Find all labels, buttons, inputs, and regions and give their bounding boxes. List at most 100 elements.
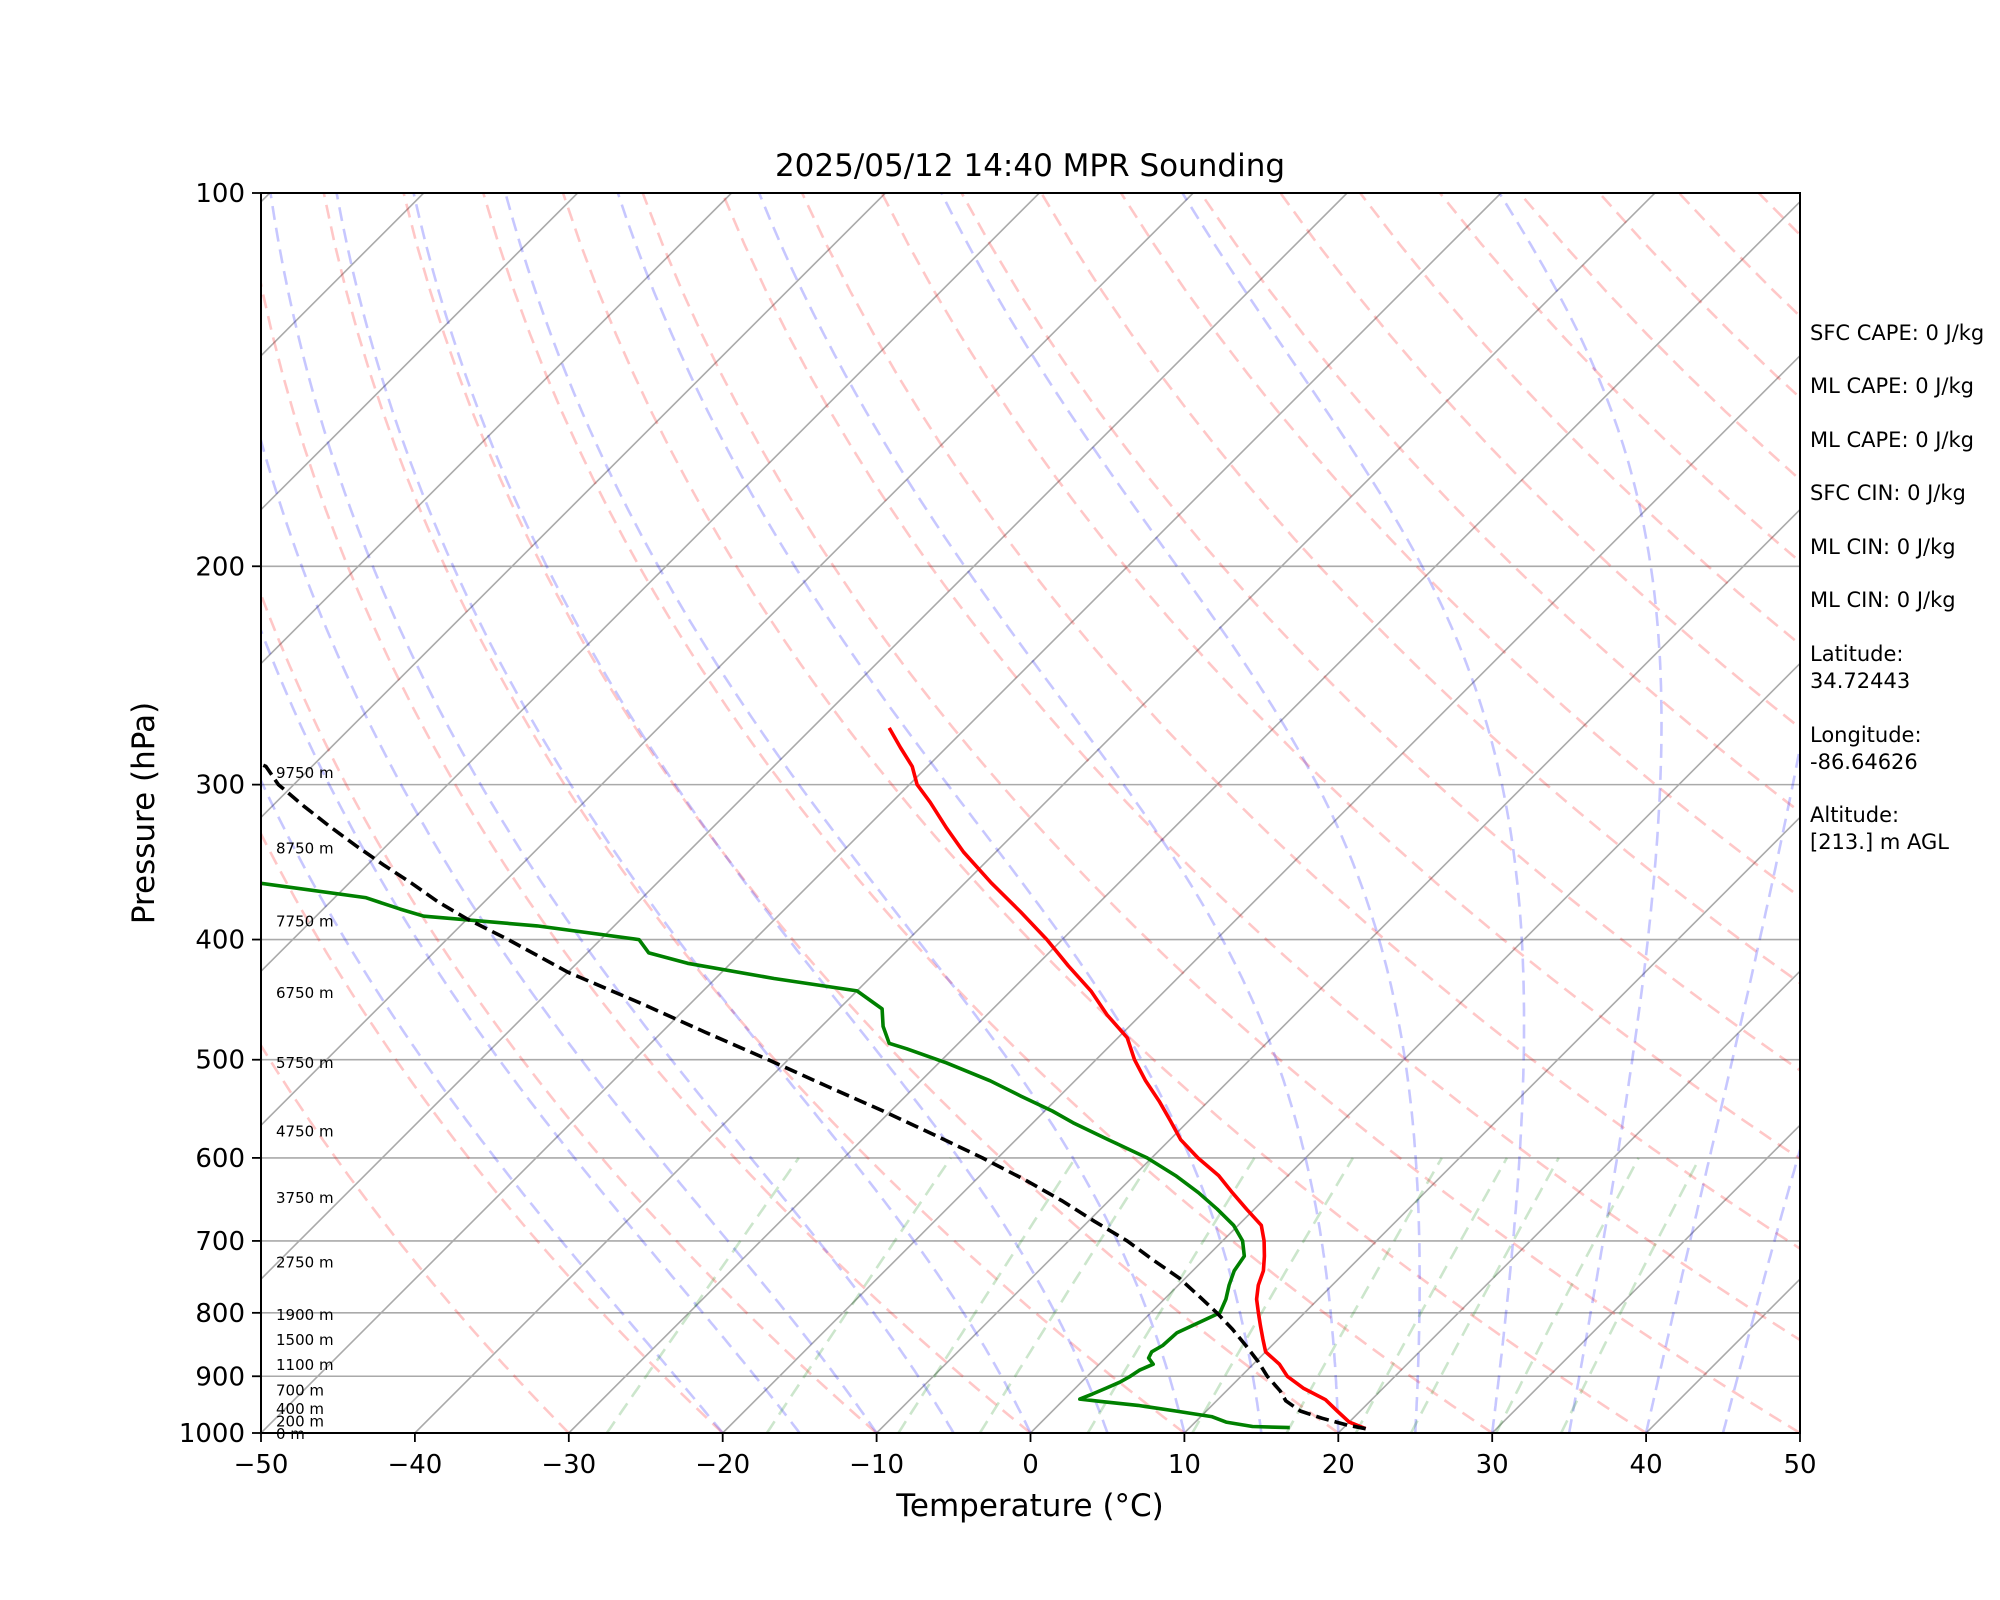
mixing-ratio-line (765, 1157, 952, 1433)
annotation-sfc-cin: SFC CIN: 0 J/kg (1810, 481, 1966, 505)
isotherm-line (261, 193, 1502, 1433)
moist-adiabat-line (1181, 193, 1526, 1433)
dry-adiabat-line (721, 193, 1800, 1342)
mixing-ratio-line (605, 1157, 800, 1433)
height-label: 0 m (276, 1425, 305, 1443)
isotherm-line (261, 193, 1040, 973)
y-axis-title: Pressure (hPa) (126, 702, 162, 924)
mixing-ratio-line (1285, 1157, 1443, 1433)
annotation-longitude-value: -86.64626 (1810, 750, 1918, 774)
y-tick-label: 500 (195, 1046, 245, 1076)
dry-adiabat-line (482, 193, 1493, 1433)
height-label: 400 m (276, 1400, 324, 1418)
moist-adiabat-line (1644, 740, 1800, 1433)
height-label: 5750 m (276, 1054, 334, 1072)
isotherm-line (1491, 1124, 1800, 1433)
height-label: 2750 m (276, 1253, 334, 1271)
annotation-longitude-label: Longitude: (1810, 723, 1922, 747)
isotherm-line (261, 193, 1348, 1281)
y-tick-label: 900 (195, 1362, 245, 1392)
dry-adiabat-line (641, 193, 1800, 1433)
height-label: 8750 m (276, 839, 334, 857)
height-label: 1900 m (276, 1306, 334, 1324)
moist-adiabat-line (269, 193, 955, 1433)
y-tick-label: 200 (195, 552, 245, 582)
dry-adiabat-line (561, 193, 1647, 1433)
annotation-sfc-cape: SFC CAPE: 0 J/kg (1810, 321, 1984, 345)
x-tick-label: −20 (695, 1450, 750, 1480)
isotherm-line (722, 354, 1800, 1433)
x-tick-label: −40 (387, 1450, 442, 1480)
dry-adiabat-line (261, 277, 1032, 1433)
annotation-ml-cin-2: ML CIN: 0 J/kg (1810, 588, 1956, 612)
x-tick-label: 0 (1022, 1450, 1039, 1480)
mixing-ratio-line (1191, 1157, 1355, 1433)
mixing-ratio-line (1086, 1157, 1256, 1433)
annotation-latitude-label: Latitude: (1810, 642, 1904, 666)
dry-adiabat-line (261, 1043, 570, 1433)
mixing-ratio-line (1354, 1157, 1509, 1433)
moist-adiabat-line (261, 777, 724, 1433)
height-label: 200 m (276, 1412, 324, 1430)
height-label: 9750 m (276, 764, 334, 782)
height-label: 1500 m (276, 1331, 334, 1349)
x-tick-label: 30 (1476, 1450, 1509, 1480)
isotherm-line (261, 193, 1194, 1127)
x-tick-label: 40 (1630, 1450, 1663, 1480)
moist-adiabat-line (757, 193, 1340, 1433)
side-annotations: SFC CAPE: 0 J/kg ML CAPE: 0 J/kg ML CAPE… (1810, 321, 1984, 854)
x-axis-title: Temperature (°C) (895, 1488, 1164, 1524)
y-tick-label: 300 (195, 771, 245, 801)
height-label: 4750 m (276, 1122, 334, 1140)
annotation-ml-cin: ML CIN: 0 J/kg (1810, 535, 1956, 559)
tick-marks (252, 192, 1801, 1442)
height-label: 700 m (276, 1381, 324, 1399)
mixing-ratio-line (978, 1157, 1154, 1433)
annotation-ml-cape: ML CAPE: 0 J/kg (1810, 374, 1974, 398)
moist-adiabat-line (1498, 193, 1663, 1433)
mixing-ratio-line (1560, 1157, 1701, 1433)
moist-adiabat-line (940, 193, 1421, 1433)
isotherm-line (261, 193, 886, 819)
x-tick-label: −50 (234, 1450, 289, 1480)
annotation-ml-cape-2: ML CAPE: 0 J/kg (1810, 428, 1974, 452)
height-label: 7750 m (276, 912, 334, 930)
x-tick-label: 20 (1322, 1450, 1355, 1480)
y-tick-label: 400 (195, 926, 245, 956)
annotation-latitude-value: 34.72443 (1810, 669, 1910, 693)
y-tick-label: 1000 (179, 1419, 245, 1449)
moist-adiabat-line (261, 435, 878, 1433)
isotherm-line (568, 200, 1800, 1433)
dewpoint-line (261, 881, 1290, 1430)
data-series (261, 727, 1367, 1431)
annotation-altitude-value: [213.] m AGL (1810, 830, 1949, 854)
isotherm-line (1029, 662, 1800, 1433)
isotherm-line (261, 193, 579, 511)
chart-title: 2025/05/12 14:40 MPR Sounding (775, 148, 1285, 184)
height-label: 1100 m (276, 1356, 334, 1374)
x-tick-labels: −50 −40 −30 −20 −10 0 10 20 30 40 50 (234, 1450, 1817, 1480)
dry-adiabat-line (800, 193, 1800, 1251)
dry-adiabat-line (322, 193, 1186, 1433)
isotherm-line (261, 193, 733, 665)
mixing-ratio-line (897, 1157, 1077, 1433)
x-tick-label: 50 (1783, 1450, 1816, 1480)
isotherm-line (1337, 970, 1800, 1433)
y-tick-labels: 100 200 300 400 500 600 700 800 900 1000 (179, 179, 245, 1449)
background-lines (261, 193, 1800, 1433)
dry-adiabat-line (880, 193, 1800, 1161)
y-tick-label: 100 (195, 179, 245, 209)
temperature-line (887, 727, 1367, 1431)
x-tick-label: 10 (1168, 1450, 1201, 1480)
y-tick-label: 600 (195, 1144, 245, 1174)
moist-adiabat-line (1721, 1145, 1800, 1433)
height-label: 6750 m (276, 984, 334, 1002)
y-tick-label: 800 (195, 1299, 245, 1329)
moist-adiabat-line (335, 193, 1032, 1433)
y-tick-label: 700 (195, 1227, 245, 1257)
moist-adiabat-line (261, 627, 801, 1433)
isotherm-line (414, 193, 1656, 1433)
